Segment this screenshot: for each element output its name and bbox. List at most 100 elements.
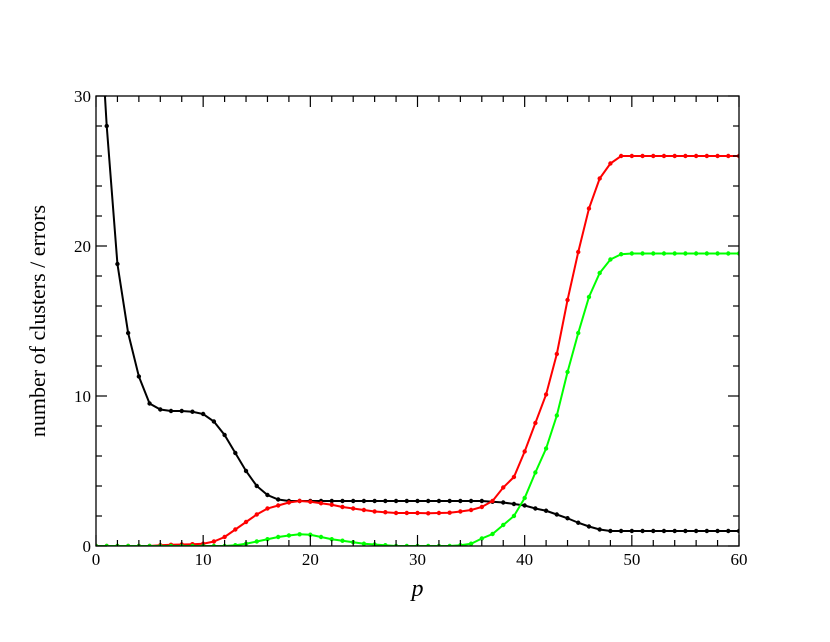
- series-point: [726, 528, 731, 534]
- series-point: [693, 153, 699, 159]
- series-point: [468, 541, 474, 546]
- series-point: [254, 539, 259, 544]
- series-point: [672, 153, 677, 159]
- series-1: [96, 153, 739, 546]
- series-point: [447, 510, 452, 515]
- series-point: [468, 498, 474, 504]
- series-point: [351, 506, 356, 511]
- series-point: [436, 498, 442, 504]
- series-point: [586, 206, 592, 211]
- series-point: [211, 419, 217, 424]
- series-point: [543, 446, 549, 451]
- series-point: [726, 251, 731, 256]
- series-line: [96, 155, 739, 546]
- series-point: [501, 522, 506, 528]
- series-point: [715, 251, 720, 256]
- series-point: [340, 504, 345, 510]
- series-point: [586, 524, 592, 529]
- series-point: [618, 528, 624, 534]
- series-point: [651, 528, 656, 534]
- series-point: [308, 532, 313, 537]
- series-point: [683, 528, 688, 534]
- y-tick-label: 20: [74, 237, 91, 256]
- series-point: [661, 528, 667, 534]
- series-point: [715, 153, 720, 159]
- x-tick-label: 50: [623, 550, 640, 569]
- series-point: [447, 498, 452, 504]
- series-point: [243, 519, 249, 525]
- series-point: [458, 498, 463, 504]
- series-point: [704, 528, 710, 534]
- y-axis-label: number of clusters / errors: [25, 205, 50, 437]
- series-point: [543, 392, 549, 397]
- series-point: [704, 153, 710, 159]
- series-point: [511, 501, 517, 507]
- series-point: [404, 510, 409, 516]
- x-tick-label: 40: [516, 550, 533, 569]
- series-point: [576, 249, 581, 255]
- series-point: [704, 251, 710, 256]
- series-point: [726, 153, 731, 159]
- series-point: [468, 507, 474, 513]
- series-point: [608, 161, 613, 166]
- series-point: [233, 527, 238, 532]
- series-point: [254, 483, 259, 489]
- series-point: [629, 251, 635, 256]
- series-point: [275, 503, 281, 508]
- series-point: [265, 537, 270, 542]
- series-point: [640, 528, 645, 534]
- series-point: [286, 500, 292, 505]
- series-point: [158, 407, 163, 412]
- series-point: [393, 510, 399, 516]
- series-point: [426, 498, 431, 504]
- series-point: [618, 252, 624, 257]
- series-point: [361, 507, 367, 513]
- series-point: [351, 498, 356, 504]
- series-point: [340, 538, 345, 543]
- series-point: [436, 510, 442, 516]
- series-point: [147, 401, 152, 406]
- series-point: [179, 408, 184, 414]
- series-point: [404, 498, 409, 504]
- x-tick-label: 0: [92, 550, 101, 569]
- series-layer: [96, 96, 739, 546]
- series-point: [618, 153, 624, 159]
- series-point: [136, 374, 142, 379]
- series-point: [640, 153, 645, 159]
- series-point: [693, 528, 699, 534]
- series-point: [200, 411, 206, 417]
- plot-frame: [95, 95, 740, 547]
- series-point: [629, 528, 635, 534]
- series-point: [125, 330, 131, 336]
- series-point: [254, 512, 259, 517]
- series-point: [329, 498, 334, 504]
- series-point: [383, 543, 388, 546]
- y-tick-label: 10: [74, 387, 91, 406]
- series-point: [554, 351, 560, 357]
- series-point: [597, 527, 602, 532]
- series-point: [211, 539, 217, 544]
- series-point: [629, 153, 635, 159]
- series-point: [511, 513, 517, 519]
- series-point: [651, 251, 656, 256]
- series-point: [415, 510, 420, 516]
- x-tick-label: 30: [409, 550, 426, 569]
- series-point: [340, 498, 345, 504]
- series-point: [533, 470, 538, 475]
- series-point: [415, 498, 420, 504]
- series-point: [543, 508, 549, 513]
- series-point: [479, 504, 484, 510]
- series-point: [683, 251, 688, 256]
- series-point: [533, 420, 538, 426]
- series-point: [490, 498, 495, 504]
- series-point: [661, 251, 667, 256]
- series-0: [103, 96, 739, 534]
- series-point: [554, 413, 560, 418]
- series-point: [565, 516, 570, 521]
- series-point: [190, 409, 195, 414]
- series-point: [233, 543, 238, 546]
- series-point: [576, 520, 581, 525]
- series-point: [265, 506, 270, 511]
- series-point: [597, 270, 602, 276]
- series-point: [501, 485, 506, 490]
